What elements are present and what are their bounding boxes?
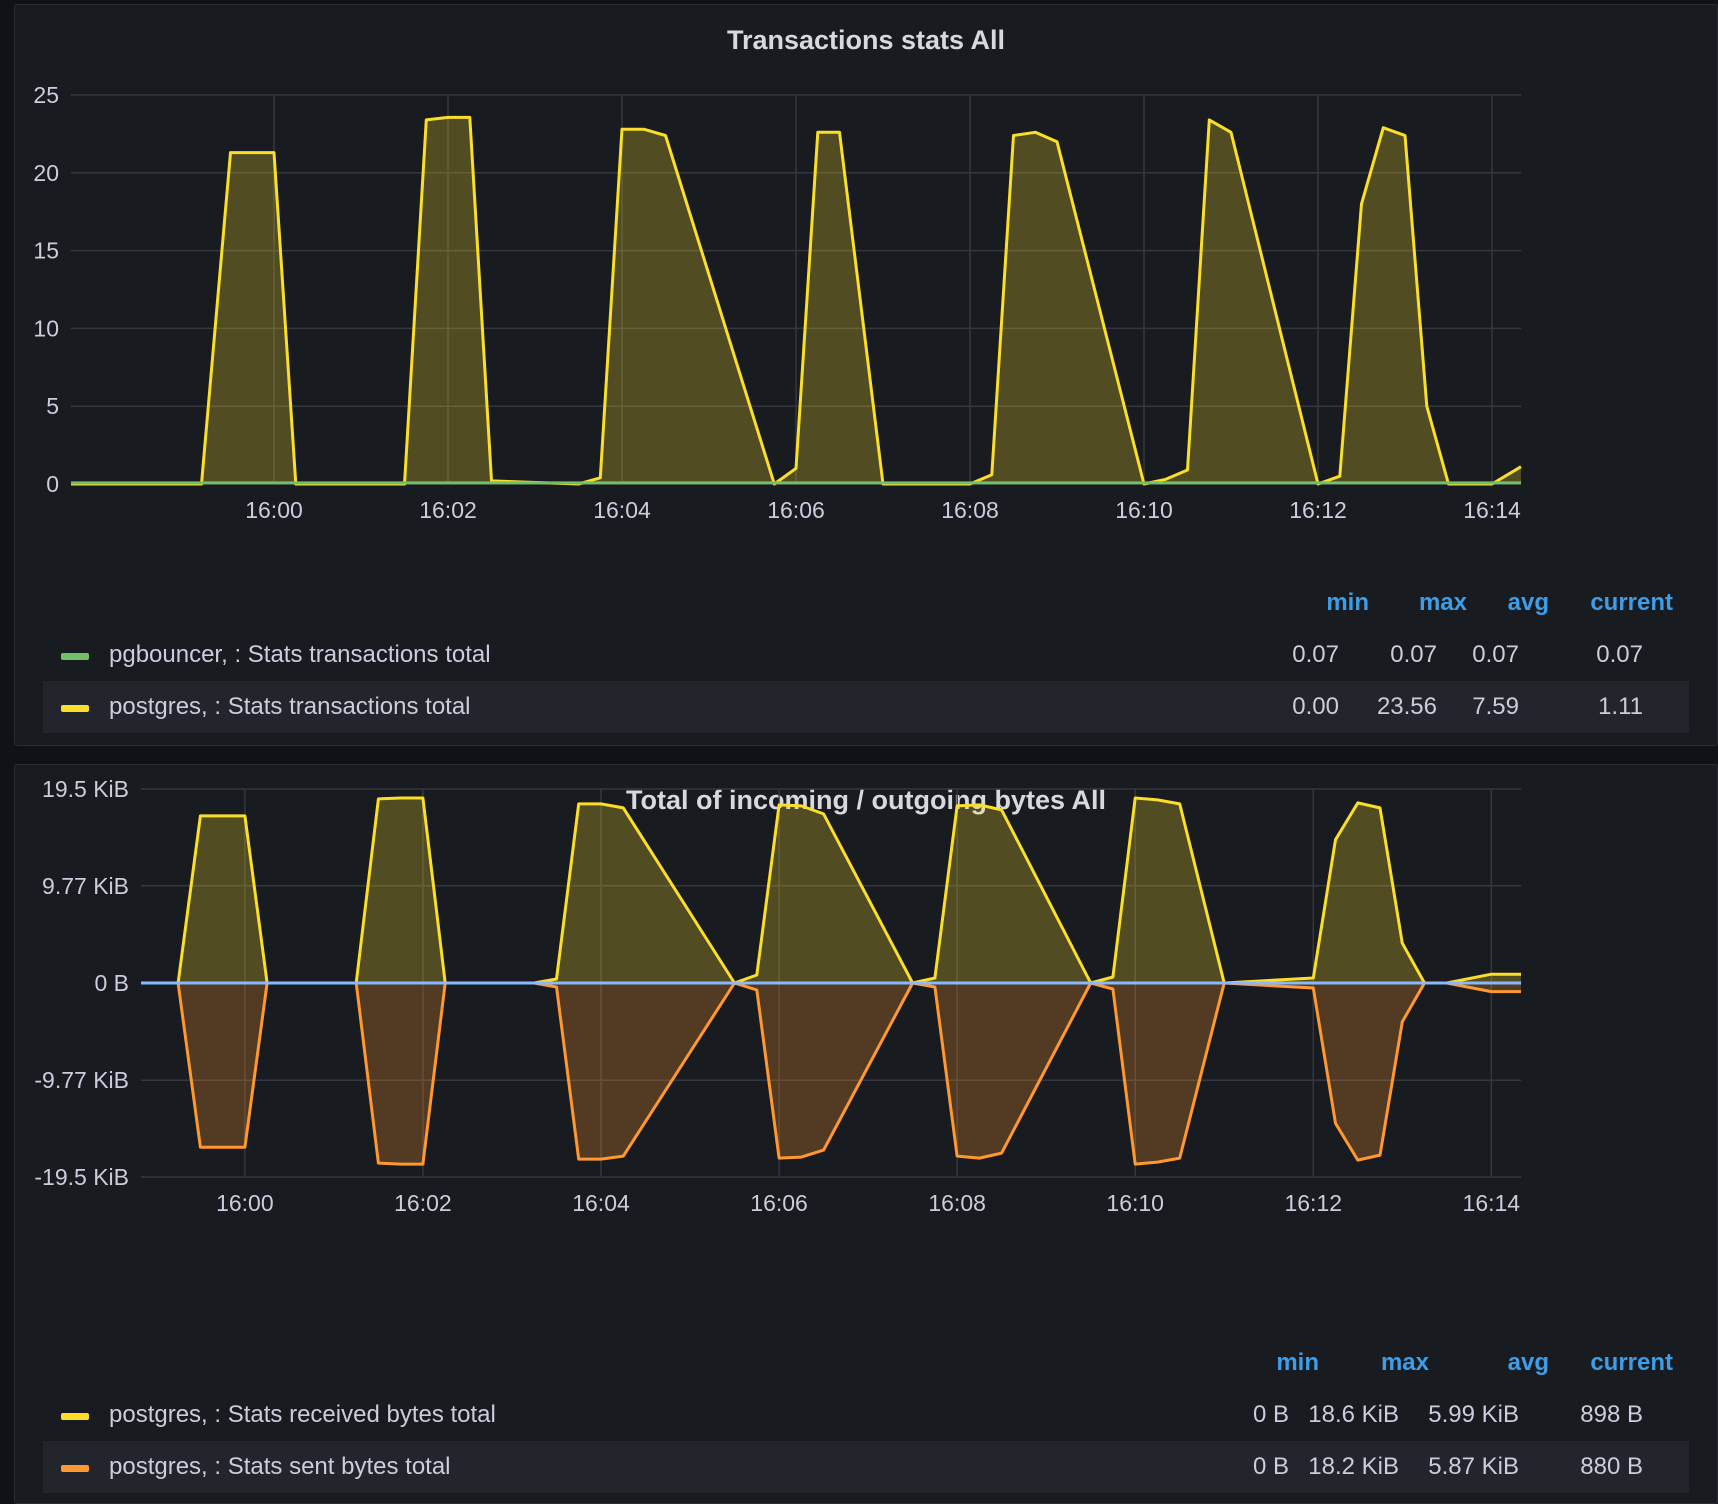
legend-current: 880 B — [1580, 1453, 1643, 1480]
x-tick-label: 16:06 — [750, 1190, 808, 1216]
y-tick-label: 15 — [33, 238, 59, 264]
x-tick-label: 16:14 — [1463, 497, 1521, 523]
legend-row-sent-bytes[interactable]: postgres, : Stats sent bytes total 0 B 1… — [43, 1441, 1689, 1493]
legend-header-avg[interactable]: avg — [1507, 1349, 1549, 1376]
x-tick-label: 16:08 — [928, 1190, 986, 1216]
y-tick-label: 20 — [33, 160, 59, 186]
legend-header-max[interactable]: max — [1380, 1349, 1429, 1376]
series-swatch[interactable] — [61, 705, 89, 712]
series-line[interactable] — [141, 796, 1521, 985]
y-tick-label: 10 — [33, 315, 59, 341]
legend-header-max[interactable]: max — [1418, 589, 1467, 616]
series-line[interactable] — [141, 981, 1521, 1166]
legend-min: 0.00 — [1292, 693, 1339, 720]
y-tick-label: 0 — [46, 471, 59, 497]
transactions-panel: Transactions stats All 0 5 10 15 20 25 16:00 16… — [14, 4, 1718, 746]
x-tick-label: 16:00 — [245, 497, 303, 523]
legend-max: 18.6 KiB — [1308, 1401, 1399, 1428]
x-tick-label: 16:10 — [1106, 1190, 1164, 1216]
bytes-panel: Total of incoming / outgoing bytes All 1… — [14, 764, 1718, 1504]
x-tick-label: 16:02 — [419, 497, 477, 523]
x-tick-label: 16:04 — [593, 497, 651, 523]
legend-min: 0 B — [1252, 1453, 1289, 1480]
y-tick-label: 5 — [46, 393, 59, 419]
panel-title[interactable]: Total of incoming / outgoing bytes All — [626, 785, 1106, 815]
legend-series-name[interactable]: postgres, : Stats transactions total — [109, 693, 471, 720]
y-tick-label: 9.77 KiB — [42, 873, 129, 899]
legend-row-received-bytes[interactable]: postgres, : Stats received bytes total 0… — [43, 1389, 1689, 1441]
x-tick-label: 16:10 — [1115, 497, 1173, 523]
legend-avg: 5.99 KiB — [1428, 1401, 1519, 1428]
x-tick-label: 16:02 — [394, 1190, 452, 1216]
legend-series-name[interactable]: postgres, : Stats sent bytes total — [109, 1453, 451, 1480]
legend-avg: 0.07 — [1472, 641, 1519, 668]
legend-row-pgbouncer[interactable]: pgbouncer, : Stats transactions total 0.… — [43, 629, 1689, 681]
legend-series-name[interactable]: pgbouncer, : Stats transactions total — [109, 641, 491, 668]
legend-header-current[interactable]: current — [1590, 1349, 1673, 1376]
legend-header-min[interactable]: min — [1326, 589, 1369, 616]
x-tick-label: 16:06 — [767, 497, 825, 523]
bytes-chart[interactable]: 19.5 KiB 9.77 KiB 0 B -9.77 KiB -19.5 KiB 16:… — [15, 765, 1718, 1345]
y-tick-label: -19.5 KiB — [34, 1164, 129, 1190]
panel-title[interactable]: Transactions stats All — [726, 25, 1006, 55]
legend-header-current[interactable]: current — [1590, 589, 1673, 616]
series-swatch[interactable] — [61, 1465, 89, 1472]
x-tick-label: 16:00 — [216, 1190, 274, 1216]
x-tick-label: 16:04 — [572, 1190, 630, 1216]
legend-series-name[interactable]: postgres, : Stats received bytes total — [109, 1401, 496, 1428]
y-tick-label: 0 B — [94, 970, 129, 996]
series-swatch[interactable] — [61, 1413, 89, 1420]
legend-min: 0.07 — [1292, 641, 1339, 668]
y-tick-label: 25 — [33, 82, 59, 108]
x-tick-label: 16:12 — [1284, 1190, 1342, 1216]
legend-max: 0.07 — [1390, 641, 1437, 668]
y-tick-label: -9.77 KiB — [34, 1067, 129, 1093]
legend-header-min[interactable]: min — [1276, 1349, 1319, 1376]
y-tick-label: 19.5 KiB — [42, 776, 129, 802]
x-tick-label: 16:08 — [941, 497, 999, 523]
legend-current: 0.07 — [1596, 641, 1643, 668]
legend-min: 0 B — [1252, 1401, 1289, 1428]
series-area — [71, 117, 1521, 485]
legend-avg: 7.59 — [1472, 693, 1519, 720]
legend-row-postgres-transactions[interactable]: postgres, : Stats transactions total 0.0… — [43, 681, 1689, 733]
legend-current: 1.11 — [1598, 693, 1643, 720]
legend-avg: 5.87 KiB — [1428, 1453, 1519, 1480]
x-tick-label: 16:14 — [1463, 1190, 1521, 1216]
legend-max: 18.2 KiB — [1308, 1453, 1399, 1480]
legend-current: 898 B — [1580, 1401, 1643, 1428]
series-swatch[interactable] — [61, 653, 89, 660]
transactions-chart[interactable]: 0 5 10 15 20 25 16:00 16:02 16:04 16:06 16:08 16:10… — [15, 5, 1718, 585]
series-area — [141, 983, 1521, 1165]
legend-header-avg[interactable]: avg — [1507, 589, 1549, 616]
legend-max: 23.56 — [1376, 693, 1437, 720]
series-area — [141, 798, 1521, 983]
x-tick-label: 16:12 — [1289, 497, 1347, 523]
